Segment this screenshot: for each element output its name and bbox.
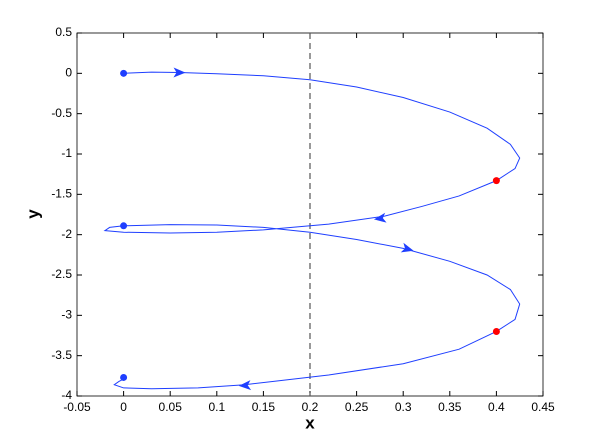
y-tick-label: -3.5 [51,348,72,362]
curve [103,71,521,390]
point [120,69,128,77]
point [492,327,500,335]
point [120,222,128,230]
x-tick-label: 0.35 [438,400,462,414]
x-tick-label: 0.45 [531,400,555,414]
y-tick-label: -0.5 [51,106,72,120]
y-tick-label: 0 [65,66,72,80]
y-tick-label: -2 [61,227,72,241]
y-tick-label: -3 [61,308,72,322]
y-axis-label: y [23,209,42,219]
x-tick-label: -0.05 [63,400,91,414]
y-tick-label: -4 [61,388,72,402]
y-tick-label: -2.5 [51,267,72,281]
x-tick-label: 0.3 [395,400,412,414]
x-axis-label: x [305,413,315,432]
direction-arrow [373,212,387,223]
direction-arrow [400,242,414,253]
x-tick-label: 0.1 [208,400,225,414]
x-tick-label: 0.25 [345,400,369,414]
x-tick-label: 0.15 [252,400,276,414]
y-tick-label: -1 [61,146,72,160]
direction-arrow [173,67,186,78]
direction-arrow [238,380,252,391]
x-tick-label: 0.4 [488,400,505,414]
point [120,373,128,381]
x-tick-label: 0.2 [302,400,319,414]
x-tick-label: 0 [120,400,127,414]
y-tick-label: 0.5 [55,25,72,39]
point [492,177,500,185]
x-tick-label: 0.05 [159,400,183,414]
y-tick-label: -1.5 [51,187,72,201]
